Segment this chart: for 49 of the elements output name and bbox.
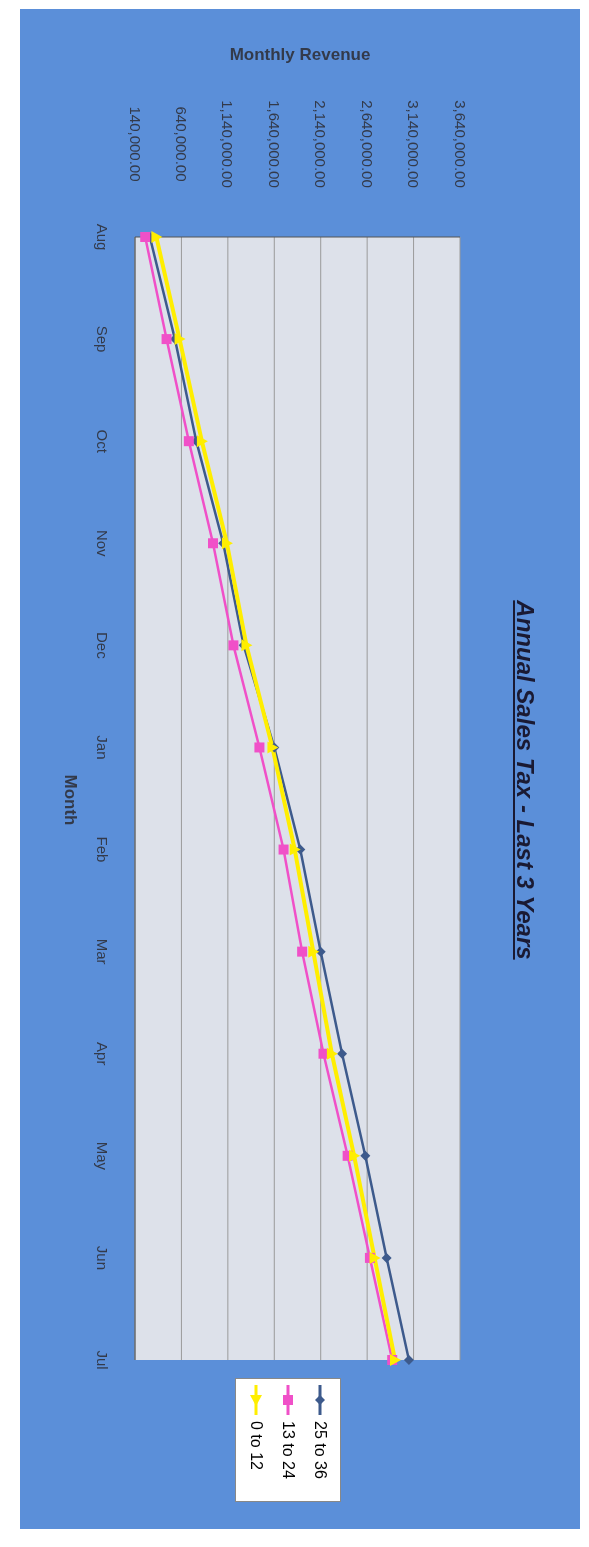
text: Annual Sales Tax - Last 3 Years <box>511 600 539 960</box>
point <box>221 537 233 550</box>
y-tick-label: Sep <box>93 325 111 353</box>
y-tick-label: Jun <box>93 1245 111 1270</box>
x-tick-label: 3,640,000.00 <box>451 100 469 188</box>
legend-label: 25 to 36 <box>311 1421 329 1479</box>
x-tick-label: 1,640,000.00 <box>265 100 283 188</box>
point <box>308 945 320 958</box>
point <box>289 843 301 856</box>
point <box>349 1149 361 1162</box>
x-tick-label: 140,000.00 <box>126 106 144 182</box>
legend-label: 13 to 24 <box>279 1421 297 1479</box>
point <box>360 1150 371 1161</box>
x-tick-label: 3,140,000.00 <box>405 100 423 188</box>
y-tick-label: Nov <box>93 529 111 558</box>
y-tick-label: Mar <box>93 938 111 965</box>
point <box>174 333 186 346</box>
x-tick-label: 2,640,000.00 <box>358 100 376 188</box>
legend-label: 0 to 12 <box>247 1421 265 1470</box>
x-tick-label: 640,000.00 <box>172 106 190 182</box>
x-axis-title: Monthly Revenue <box>229 45 371 65</box>
point <box>228 640 239 651</box>
y-tick-label: Dec <box>93 632 111 660</box>
y-tick-label: Oct <box>93 429 111 454</box>
x-tick-label: 1,140,000.00 <box>219 100 237 188</box>
point <box>326 1047 338 1060</box>
y-tick-label: Feb <box>93 836 111 863</box>
y-tick-label: Jan <box>93 735 111 760</box>
point <box>140 232 151 242</box>
point <box>151 231 163 243</box>
y-tick-label: May <box>93 1141 111 1171</box>
y-tick-label: Jul <box>93 1350 111 1370</box>
x-tick-label: 2,140,000.00 <box>312 100 330 188</box>
point <box>278 844 289 855</box>
point <box>403 1355 414 1365</box>
y-tick-label: Aug <box>93 223 111 251</box>
point <box>183 436 194 447</box>
y-axis-title: Month <box>60 774 80 826</box>
point <box>381 1252 392 1263</box>
point <box>315 946 326 957</box>
point <box>208 538 218 549</box>
point <box>241 639 253 652</box>
point <box>337 1048 348 1059</box>
point <box>254 742 265 753</box>
y-tick-label: Apr <box>93 1042 111 1066</box>
point <box>297 946 308 957</box>
point <box>161 334 172 345</box>
point <box>369 1251 381 1264</box>
point <box>196 435 208 448</box>
